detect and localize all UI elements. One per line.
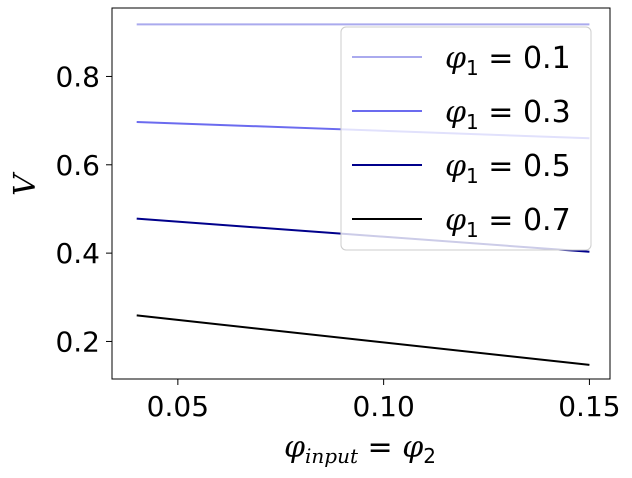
y-axis-ticks: 0.2 0.4 0.6 0.8 <box>55 60 112 358</box>
x-tick-label: 0.10 <box>352 390 414 423</box>
legend-box <box>340 26 592 251</box>
y-tick-label: 0.4 <box>55 237 100 270</box>
x-tick-label: 0.05 <box>147 390 209 423</box>
legend-label: φ1 = 0.3 <box>445 95 571 134</box>
y-axis-label: V <box>8 171 43 196</box>
legend: φ1 = 0.1 φ1 = 0.3 φ1 = 0.5 φ1 = 0.7 <box>340 26 592 251</box>
legend-label: φ1 = 0.1 <box>445 41 571 80</box>
x-axis-ticks: 0.05 0.10 0.15 <box>147 379 621 423</box>
y-tick-label: 0.2 <box>55 325 100 358</box>
y-tick-label: 0.6 <box>55 149 100 182</box>
series-line-4 <box>136 314 590 366</box>
legend-label: φ1 = 0.7 <box>445 203 571 242</box>
legend-label: φ1 = 0.5 <box>445 149 571 188</box>
x-tick-label: 0.15 <box>558 390 620 423</box>
y-tick-label: 0.8 <box>55 60 100 93</box>
plot-frame <box>111 7 611 380</box>
